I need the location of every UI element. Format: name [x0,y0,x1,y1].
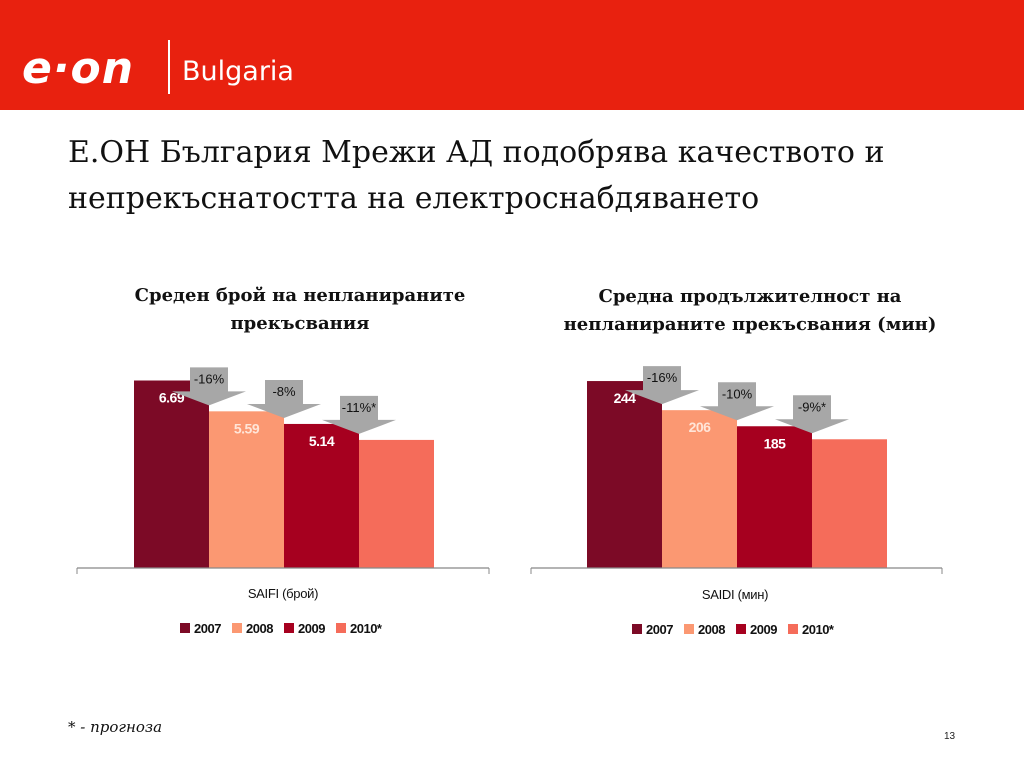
chart2-legend-label: 2008 [698,622,725,637]
chart2-legend-swatch [632,624,642,634]
eon-logo: e·on [22,46,134,92]
chart1-legend-label: 2010* [350,621,383,636]
chart2-change-label: -10% [722,386,753,401]
header-bar: e·on Bulgaria [0,0,1024,110]
chart2-change-arrow-icon [700,382,774,421]
chart-1-title: Среден брой на непланираните прекъсвания [134,285,466,334]
chart1-data-label: 5.59 [234,420,260,436]
chart1-bar-2007 [134,380,209,568]
chart1-change-label: -16% [194,371,225,386]
chart2-bar-2010 [812,439,887,568]
chart2-legend-label: 2010* [802,622,835,637]
chart1-change-label: -11%* [342,400,376,415]
chart1-change-arrow-icon [172,367,246,406]
chart1-change-label: -8% [272,384,296,399]
logo-divider [168,40,170,94]
chart2-change-label: -9%* [798,399,826,414]
chart1-legend-swatch [284,623,294,633]
chart2-data-label: 244 [614,390,637,406]
slide-title: Е.ОН България Мрежи АД подобрява качеств… [68,135,885,216]
chart2-legend-swatch [736,624,746,634]
chart2-legend-label: 2007 [646,622,673,637]
eon-logo-text: e·on [22,43,135,94]
chart2-change-arrow-icon [775,395,849,434]
chart1-legend-label: 2009 [298,621,325,636]
chart2-data-label: 185 [764,435,787,451]
chart1-x-label: SAIFI (брой) [248,586,318,601]
chart2-bar-2008 [662,410,737,568]
chart2-change-label: -16% [647,370,678,385]
chart1-bar-2009 [284,423,359,568]
chart1-change-arrow-icon [322,395,396,434]
chart1-data-label: 5.14 [309,433,335,449]
chart2-data-label: 206 [689,419,712,435]
chart1-bar-2010 [359,439,434,568]
chart2-bar-2007 [587,381,662,568]
chart1-change-arrow-icon [247,379,321,418]
chart2-bar-2009 [737,426,812,568]
chart2-legend-label: 2009 [750,622,777,637]
footnote: * - прогноза [68,718,163,736]
chart-2-title: Средна продължителност на непланираните … [563,286,937,335]
page-number: 13 [944,731,956,742]
chart2-x-label: SAIDI (мин) [702,587,768,602]
chart1-legend-swatch [336,623,346,633]
chart2-legend-swatch [684,624,694,634]
chart2-legend-swatch [788,624,798,634]
chart1-legend-label: 2007 [194,621,221,636]
chart2-change-arrow-icon [625,366,699,405]
chart1-bar-2008 [209,411,284,568]
chart1-legend-swatch [232,623,242,633]
logo-subtitle: Bulgaria [182,56,294,87]
chart1-legend-swatch [180,623,190,633]
chart1-legend-label: 2008 [246,621,273,636]
